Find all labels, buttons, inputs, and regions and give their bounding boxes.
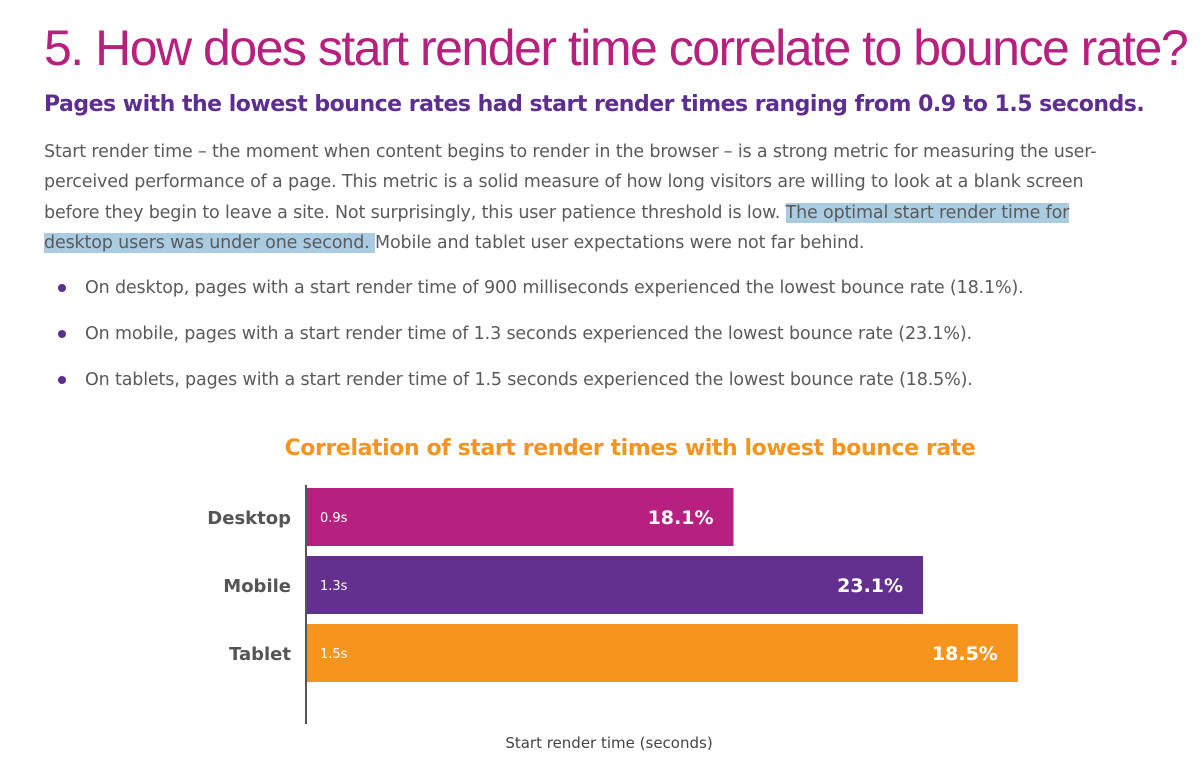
list-item: On tablets, pages with a start render ti… — [50, 364, 1024, 410]
value-label: 1.3s — [320, 579, 348, 594]
value-label: 0.9s — [320, 511, 348, 526]
bar-desktop — [307, 488, 734, 546]
x-axis-label: Start render time (seconds) — [505, 734, 712, 752]
paragraph-line-4-text: Mobile and tablet user expectations were… — [375, 232, 865, 253]
findings-list: On desktop, pages with a start render ti… — [50, 272, 1024, 410]
paragraph-line-2: perceived performance of a page. This me… — [44, 172, 1084, 193]
bounce-rate-label: 23.1% — [837, 575, 903, 597]
list-item-text: On mobile, pages with a start render tim… — [85, 324, 972, 344]
category-label: Desktop — [207, 508, 291, 529]
paragraph-line-4: desktop users was under one second. Mobi… — [44, 228, 1164, 258]
paragraph-line-1: Start render time – the moment when cont… — [44, 142, 1097, 162]
bounce-rate-label: 18.1% — [648, 507, 714, 529]
paragraph-line-3-text: before they begin to leave a site. Not s… — [44, 202, 786, 223]
bullet-icon — [58, 284, 66, 292]
list-item: On mobile, pages with a start render tim… — [50, 318, 1024, 364]
bullet-icon — [58, 376, 66, 384]
highlighted-text-end: desktop users was under one second. — [44, 232, 376, 253]
bounce-rate-label: 18.5% — [932, 643, 998, 665]
highlighted-text-start: The optimal start render time for — [785, 202, 1070, 223]
list-item-text: On tablets, pages with a start render ti… — [85, 370, 973, 390]
bar-mobile — [307, 556, 924, 614]
chart-title: Correlation of start render times with l… — [284, 436, 976, 461]
category-label: Tablet — [229, 644, 291, 665]
bar-tablet — [307, 624, 1018, 682]
list-item: On desktop, pages with a start render ti… — [50, 272, 1024, 318]
page-title: 5. How does start render time correlate … — [44, 20, 1189, 76]
intro-paragraph: Start render time – the moment when cont… — [44, 137, 1164, 258]
paragraph-line-3: before they begin to leave a site. Not s… — [44, 198, 1164, 228]
category-label: Mobile — [223, 576, 291, 597]
page-subtitle: Pages with the lowest bounce rates had s… — [44, 92, 1145, 117]
list-item-text: On desktop, pages with a start render ti… — [85, 278, 1024, 298]
bullet-icon — [58, 330, 66, 338]
value-label: 1.5s — [320, 647, 348, 662]
